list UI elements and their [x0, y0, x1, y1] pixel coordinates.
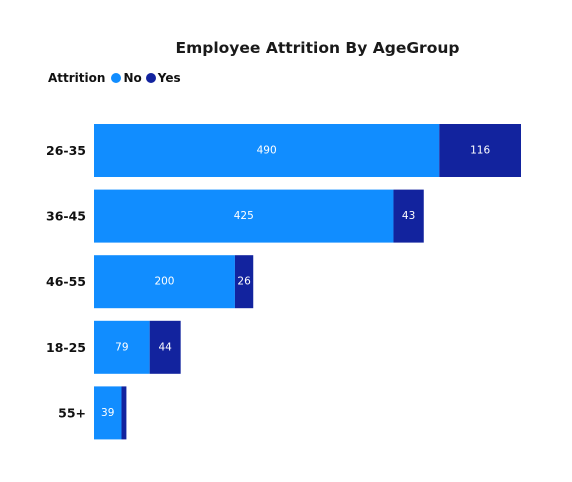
bar-yes-26-35[interactable]: [439, 124, 521, 177]
bar-yes-18-25[interactable]: [149, 320, 181, 374]
bar-yes-55[interactable]: [121, 386, 127, 440]
data-label-no-36-45: 425: [234, 210, 254, 222]
bar-no-55[interactable]: [94, 386, 122, 440]
legend-item-yes[interactable]: Yes: [145, 71, 181, 85]
data-label-no-46-55: 200: [154, 276, 174, 288]
legend-marker-no: [111, 73, 122, 83]
legend-title: Attrition: [48, 71, 106, 85]
legend-label-no: No: [123, 71, 142, 85]
category-label-18-25: 18-25: [46, 340, 86, 355]
bar-no-36-45[interactable]: [94, 189, 394, 243]
bar-yes-46-55[interactable]: [234, 255, 254, 309]
category-label-26-35: 26-35: [46, 143, 86, 158]
data-label-no-18-25: 79: [115, 341, 128, 353]
data-label-no-26-35: 490: [257, 145, 277, 157]
data-label-yes-36-45: 43: [402, 210, 415, 222]
bar-no-46-55[interactable]: [94, 255, 235, 309]
chart-title: Employee Attrition By AgeGroup: [175, 39, 460, 57]
data-label-yes-26-35: 116: [470, 145, 490, 157]
category-label-36-45: 36-45: [46, 209, 86, 224]
data-label-yes-18-25: 44: [158, 341, 172, 353]
data-label-no-55: 39: [101, 407, 114, 419]
legend: Attrition No Yes: [48, 71, 185, 85]
bar-no-26-35[interactable]: [94, 124, 440, 177]
legend-label-yes: Yes: [157, 71, 181, 85]
legend-item-no[interactable]: No: [111, 71, 142, 85]
category-label-55: 55+: [58, 405, 86, 420]
legend-marker-yes: [145, 73, 156, 83]
data-label-yes-46-55: 26: [237, 276, 251, 288]
bar-yes-36-45[interactable]: [393, 189, 424, 243]
bar-no-18-25[interactable]: [94, 320, 150, 374]
category-label-46-55: 46-55: [46, 274, 86, 289]
